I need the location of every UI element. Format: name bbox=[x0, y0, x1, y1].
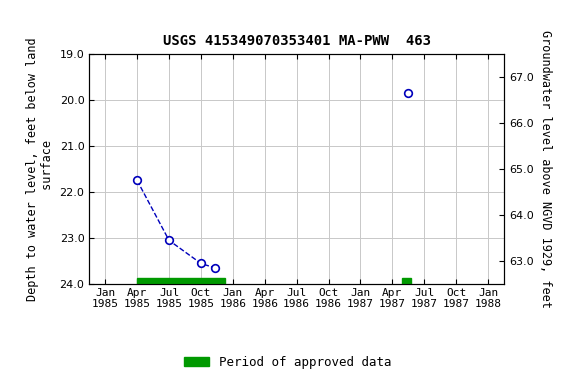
Y-axis label: Depth to water level, feet below land
 surface: Depth to water level, feet below land su… bbox=[26, 37, 54, 301]
Bar bbox=[402, 278, 411, 284]
Legend: Period of approved data: Period of approved data bbox=[179, 351, 397, 374]
Title: USGS 415349070353401 MA-PWW  463: USGS 415349070353401 MA-PWW 463 bbox=[162, 35, 431, 48]
Y-axis label: Groundwater level above NGVD 1929, feet: Groundwater level above NGVD 1929, feet bbox=[539, 30, 552, 308]
Bar bbox=[137, 278, 225, 284]
